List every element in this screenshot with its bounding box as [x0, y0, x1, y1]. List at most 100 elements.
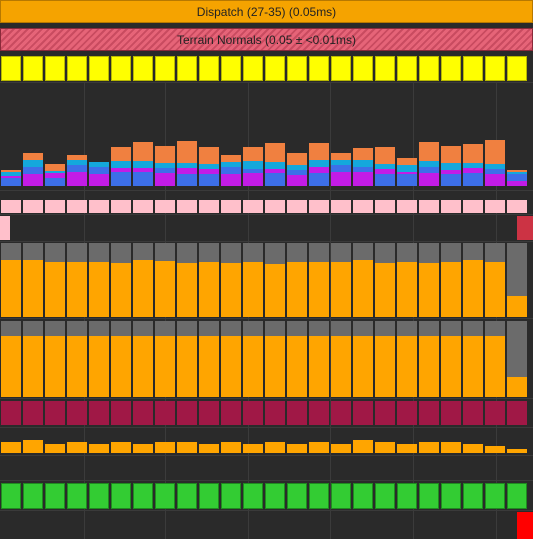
stacked-segment[interactable] — [45, 178, 65, 186]
green-frame-cell[interactable] — [199, 483, 219, 509]
green-frame-cell[interactable] — [419, 483, 439, 509]
stacked-segment[interactable] — [265, 162, 285, 169]
orange-small-bar[interactable] — [89, 444, 109, 453]
orange-small-bar[interactable] — [353, 440, 373, 453]
orange-small-bar[interactable] — [441, 442, 461, 453]
orange-frame-bar[interactable] — [199, 336, 219, 397]
yellow-frame-cell[interactable] — [45, 56, 65, 81]
green-frame-cell[interactable] — [133, 483, 153, 509]
orange-small-bar[interactable] — [177, 442, 197, 453]
yellow-frame-cell[interactable] — [375, 56, 395, 81]
stacked-segment[interactable] — [155, 146, 175, 163]
orange-frame-bar[interactable] — [309, 262, 329, 317]
orange-frame-bar[interactable] — [111, 263, 131, 317]
stacked-segment[interactable] — [375, 164, 395, 169]
yellow-frame-cell[interactable] — [265, 56, 285, 81]
pink-frame-cell[interactable] — [221, 200, 241, 213]
stacked-segment[interactable] — [463, 173, 483, 186]
stacked-segment[interactable] — [485, 169, 505, 174]
orange-frame-bar[interactable] — [287, 336, 307, 397]
orange-frame-bar[interactable] — [133, 336, 153, 397]
pink-frame-cell[interactable] — [243, 200, 263, 213]
orange-frame-bar[interactable] — [155, 336, 175, 397]
crimson-frame-cell[interactable] — [485, 401, 505, 425]
orange-frame-bar[interactable] — [331, 262, 351, 317]
stacked-segment[interactable] — [463, 168, 483, 173]
stacked-segment[interactable] — [45, 171, 65, 173]
crimson-frame-cell[interactable] — [221, 401, 241, 425]
stacked-segment[interactable] — [397, 174, 417, 186]
stacked-segment[interactable] — [67, 155, 87, 160]
orange-frame-bar[interactable] — [485, 336, 505, 397]
orange-frame-bar[interactable] — [243, 262, 263, 317]
orange-small-bar[interactable] — [199, 444, 219, 453]
yellow-frame-cell[interactable] — [441, 56, 461, 81]
stacked-segment[interactable] — [463, 163, 483, 168]
green-frame-cell[interactable] — [23, 483, 43, 509]
orange-small-bar[interactable] — [463, 444, 483, 453]
orange-frame-bar[interactable] — [23, 336, 43, 397]
crimson-frame-cell[interactable] — [89, 401, 109, 425]
orange-frame-bar[interactable] — [221, 336, 241, 397]
crimson-frame-cell[interactable] — [23, 401, 43, 425]
orange-frame-bar[interactable] — [199, 262, 219, 317]
stacked-segment[interactable] — [45, 164, 65, 171]
stacked-segment[interactable] — [331, 153, 351, 160]
pink-frame-cell[interactable] — [463, 200, 483, 213]
orange-small-bar[interactable] — [485, 446, 505, 453]
crimson-frame-cell[interactable] — [199, 401, 219, 425]
stacked-segment[interactable] — [287, 165, 307, 170]
stacked-segment[interactable] — [1, 178, 21, 186]
stacked-segment[interactable] — [441, 170, 461, 174]
orange-frame-bar[interactable] — [463, 336, 483, 397]
stacked-segment[interactable] — [155, 163, 175, 168]
stacked-segment[interactable] — [419, 142, 439, 161]
stacked-segment[interactable] — [155, 168, 175, 173]
stacked-segment[interactable] — [331, 172, 351, 186]
pink-frame-cell[interactable] — [419, 200, 439, 213]
stacked-segment[interactable] — [23, 160, 43, 167]
orange-frame-bar[interactable] — [155, 261, 175, 317]
crimson-frame-cell[interactable] — [441, 401, 461, 425]
stacked-segment[interactable] — [199, 174, 219, 186]
yellow-frame-cell[interactable] — [397, 56, 417, 81]
crimson-frame-cell[interactable] — [463, 401, 483, 425]
orange-frame-bar[interactable] — [419, 336, 439, 397]
yellow-frame-cell[interactable] — [23, 56, 43, 81]
orange-frame-bar[interactable] — [507, 377, 527, 397]
green-frame-cell[interactable] — [243, 483, 263, 509]
orange-frame-bar[interactable] — [331, 336, 351, 397]
orange-frame-bar[interactable] — [375, 336, 395, 397]
yellow-frame-cell[interactable] — [309, 56, 329, 81]
green-frame-cell[interactable] — [353, 483, 373, 509]
orange-small-bar[interactable] — [419, 442, 439, 453]
pink-frame-cell[interactable] — [89, 200, 109, 213]
orange-small-bar[interactable] — [265, 442, 285, 453]
stacked-segment[interactable] — [111, 172, 131, 186]
stacked-segment[interactable] — [133, 168, 153, 172]
stacked-segment[interactable] — [199, 164, 219, 169]
orange-frame-bar[interactable] — [419, 263, 439, 317]
stacked-segment[interactable] — [507, 170, 527, 172]
crimson-frame-cell[interactable] — [45, 401, 65, 425]
stacked-segment[interactable] — [441, 174, 461, 186]
stacked-segment[interactable] — [353, 167, 373, 172]
stacked-segment[interactable] — [243, 147, 263, 161]
green-frame-cell[interactable] — [375, 483, 395, 509]
stacked-segment[interactable] — [309, 167, 329, 173]
stacked-segment[interactable] — [485, 174, 505, 186]
stacked-segment[interactable] — [485, 164, 505, 169]
stacked-segment[interactable] — [419, 161, 439, 167]
pink-frame-cell[interactable] — [155, 200, 175, 213]
stacked-segment[interactable] — [133, 172, 153, 186]
orange-small-bar[interactable] — [397, 444, 417, 453]
crimson-frame-cell[interactable] — [243, 401, 263, 425]
orange-frame-bar[interactable] — [1, 336, 21, 397]
orange-small-bar[interactable] — [507, 449, 527, 453]
stacked-segment[interactable] — [507, 172, 527, 174]
stacked-segment[interactable] — [67, 172, 87, 186]
crimson-frame-cell[interactable] — [155, 401, 175, 425]
pink-frame-cell[interactable] — [331, 200, 351, 213]
orange-small-bar[interactable] — [375, 442, 395, 453]
green-frame-cell[interactable] — [441, 483, 461, 509]
